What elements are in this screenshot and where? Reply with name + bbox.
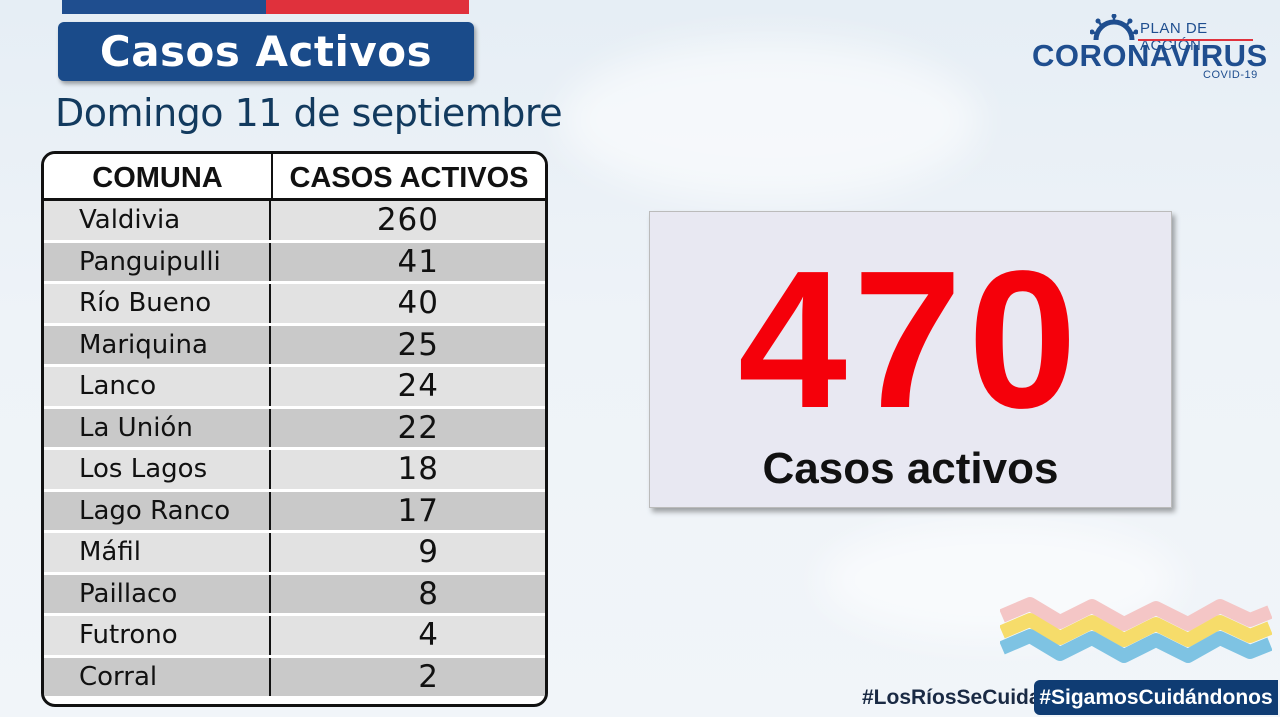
title-banner: Casos Activos [58,22,474,81]
coronavirus-plan-logo: PLAN DE ACCIÓN CORONAVIRUS COVID-19 [1028,14,1267,84]
total-cases-panel: 470 Casos activos [649,211,1172,508]
comuna-cell: Los Lagos [44,450,271,489]
table-row: Máfil 9 [44,533,545,575]
comuna-cell: Lago Ranco [44,491,271,530]
casos-cell: 9 [418,534,439,571]
table-row: Mariquina 25 [44,325,545,367]
virus-icon [1090,14,1138,41]
page-title: Casos Activos [99,27,433,76]
total-cases-value: 470 [737,230,1084,449]
decorative-waves [1000,597,1272,663]
hashtag-sigamos: #SigamosCuidándonos [1034,680,1278,715]
date-subtitle: Domingo 11 de septiembre [55,91,563,135]
comuna-cell: Futrono [44,616,271,655]
total-cases-label: Casos activos [762,444,1059,493]
comuna-cell: La Unión [44,408,271,447]
comuna-cell: Lanco [44,367,271,406]
table-row: Lago Ranco 17 [44,491,545,533]
table-row: Los Lagos 18 [44,450,545,492]
logo-covid-text: COVID-19 [1203,69,1258,81]
casos-cell: 4 [418,617,439,654]
comuna-cell: Río Bueno [44,284,271,323]
casos-cell: 2 [418,658,439,695]
comuna-cell: Valdivia [44,201,271,240]
column-header-casos: CASOS ACTIVOS [289,161,529,194]
logo-plan-text: PLAN DE ACCIÓN [1140,20,1208,54]
casos-cell: 41 [397,243,439,280]
casos-cell: 8 [418,575,439,612]
casos-cell: 25 [397,326,439,363]
casos-cell: 17 [397,492,439,529]
column-header-comuna: COMUNA [44,154,273,198]
table-row: Paillaco 8 [44,574,545,616]
casos-cell: 18 [397,451,439,488]
casos-cell: 260 [376,202,439,239]
casos-cell: 24 [397,368,439,405]
logo-divider [1138,39,1253,41]
top-color-stripe [62,0,469,14]
comuna-cell: Corral [44,657,271,696]
comuna-cell: Paillaco [44,574,271,613]
table-row: Corral 2 [44,657,545,696]
table-row: Lanco 24 [44,367,545,409]
casos-cell: 40 [397,285,439,322]
logo-title: CORONAVIRUS [1032,38,1268,73]
hashtag-los-rios: #LosRíosSeCuida [862,686,1041,709]
background-cloud [560,40,980,200]
casos-cell: 22 [397,409,439,446]
comuna-cell: Panguipulli [44,242,271,281]
table-row: La Unión 22 [44,408,545,450]
table-row: Futrono 4 [44,616,545,658]
comuna-cell: Mariquina [44,325,271,364]
table-body: Valdivia 260 Panguipulli 41 Río Bueno 40 Ma… [44,201,545,696]
table-header: COMUNA CASOS ACTIVOS [44,154,545,201]
cases-table: COMUNA CASOS ACTIVOS Valdivia 260 Panguip… [41,151,548,707]
table-row: Río Bueno 40 [44,284,545,326]
comuna-cell: Máfil [44,533,271,572]
table-row: Valdivia 260 [44,201,545,243]
table-row: Panguipulli 41 [44,242,545,284]
